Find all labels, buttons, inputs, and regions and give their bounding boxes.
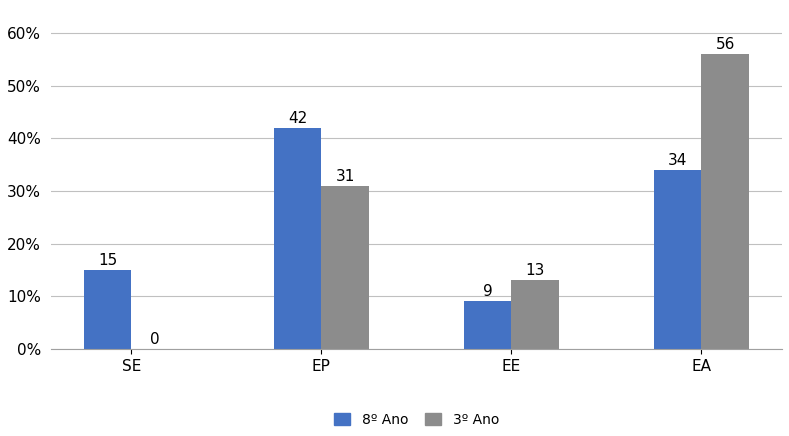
Text: 13: 13	[525, 263, 544, 278]
Bar	[321, 186, 369, 349]
Text: 9: 9	[483, 284, 492, 300]
Text: 34: 34	[667, 153, 687, 168]
Legend: 8º Ano, 3º Ano: 8º Ano, 3º Ano	[328, 407, 504, 432]
Bar	[84, 270, 132, 349]
Bar	[464, 301, 511, 349]
Text: 0: 0	[151, 332, 160, 347]
Bar	[701, 54, 749, 349]
Bar	[274, 128, 321, 349]
Text: 15: 15	[98, 253, 118, 268]
Text: 56: 56	[716, 37, 735, 52]
Text: 31: 31	[335, 169, 355, 184]
Text: 42: 42	[288, 111, 307, 126]
Bar	[511, 280, 559, 349]
Bar	[654, 170, 701, 349]
